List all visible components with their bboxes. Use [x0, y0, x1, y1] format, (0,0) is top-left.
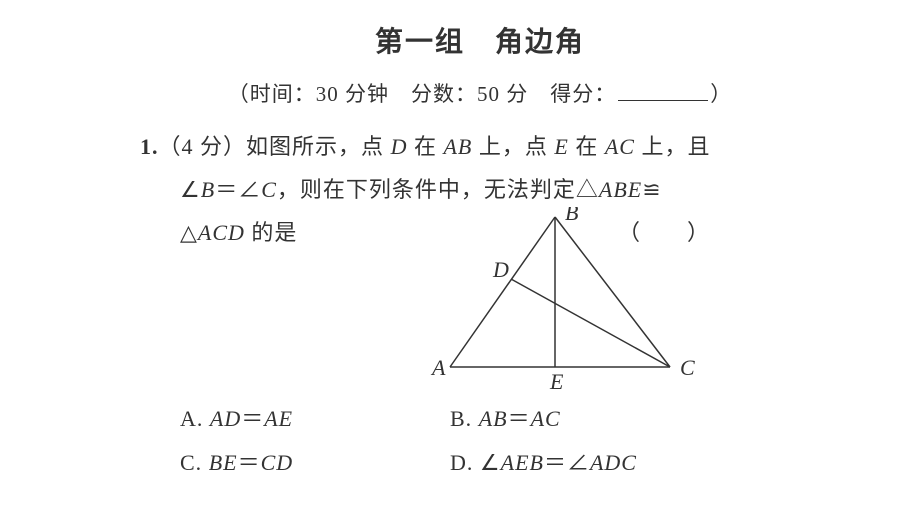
time-value: 30 分钟 [316, 82, 389, 106]
question-block: 1.（4 分）如图所示，点 D 在 AB 上，点 E 在 AC 上，且 ∠B＝∠… [140, 126, 820, 397]
question-number: 1. [140, 134, 159, 159]
title-part2: 角边角 [495, 27, 585, 58]
svg-text:D: D [492, 257, 510, 282]
svg-text:E: E [549, 369, 564, 392]
question-line3: △ACD 的是 [180, 212, 297, 255]
close-paren: ） [710, 82, 732, 106]
option-c[interactable]: C. BE＝CD [180, 441, 450, 485]
page-title: 第一组角边角 [140, 20, 820, 60]
result-label: 得分： [550, 82, 616, 106]
option-a[interactable]: A. AD＝AE [180, 397, 450, 441]
time-label: 时间： [250, 82, 316, 106]
option-d[interactable]: D. ∠AEB＝∠ADC [450, 441, 720, 485]
svg-text:C: C [680, 355, 696, 380]
figure-row: △ACD 的是 （ ） ABCDE [140, 212, 820, 397]
question-line2: ∠B＝∠C，则在下列条件中，无法判定△ABE≌ [140, 169, 820, 212]
score-label: 分数： [411, 82, 477, 106]
score-value: 50 分 [477, 82, 528, 106]
meta-line: （时间：30 分钟 分数：50 分 得分： ） [140, 78, 820, 108]
score-blank[interactable] [618, 100, 708, 101]
option-b[interactable]: B. AB＝AC [450, 397, 720, 441]
title-part1: 第一组 [375, 27, 465, 58]
triangle-figure: A B C D E [420, 207, 710, 392]
points-value: 4 分 [182, 134, 224, 159]
question-line1: 1.（4 分）如图所示，点 D 在 AB 上，点 E 在 AC 上，且 [140, 126, 820, 169]
svg-text:B: B [565, 207, 579, 225]
svg-text:A: A [430, 355, 446, 380]
options-block: A. AD＝AE B. AB＝AC C. BE＝CD D. ∠AEB＝∠ADC [140, 397, 820, 485]
open-paren: （ [228, 82, 250, 106]
